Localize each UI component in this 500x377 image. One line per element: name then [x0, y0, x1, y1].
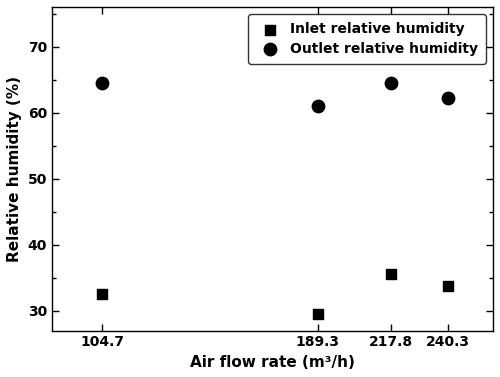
- Inlet relative humidity: [98, 291, 106, 297]
- Outlet relative humidity: [98, 80, 106, 86]
- Outlet relative humidity: [386, 80, 394, 86]
- Inlet relative humidity: [386, 271, 394, 277]
- Inlet relative humidity: [314, 311, 322, 317]
- Y-axis label: Relative humidity (%): Relative humidity (%): [7, 76, 22, 262]
- Inlet relative humidity: [444, 283, 452, 289]
- Outlet relative humidity: [444, 95, 452, 101]
- Outlet relative humidity: [314, 103, 322, 109]
- Legend: Inlet relative humidity, Outlet relative humidity: Inlet relative humidity, Outlet relative…: [248, 14, 486, 64]
- X-axis label: Air flow rate (m³/h): Air flow rate (m³/h): [190, 355, 355, 370]
